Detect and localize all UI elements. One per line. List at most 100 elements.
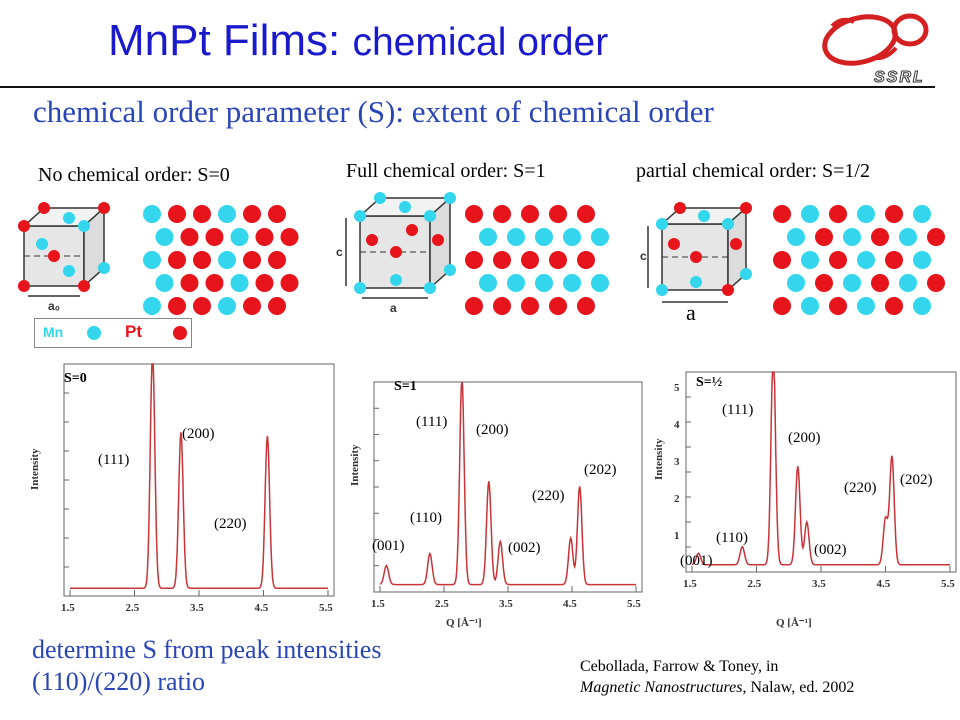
lattice-atom — [913, 205, 931, 223]
citation-rest: , Nalaw, ed. 2002 — [742, 679, 855, 696]
panel-heading-s1: Full chemical order: S=1 — [346, 160, 546, 182]
lattice-atom — [549, 297, 567, 315]
peak-label: (110) — [410, 510, 442, 526]
diffraction-plot-s0: 1.5 2.5 3.5 4.5 5.5 Intensity S=0 (111) (200) (22… — [30, 363, 335, 614]
peak-label: (111) — [98, 452, 129, 468]
x-tick-label: 3.5 — [499, 598, 513, 610]
lattice-atom — [193, 205, 211, 223]
x-tick-label: 5.5 — [941, 578, 955, 590]
diffraction-curve — [691, 371, 950, 566]
peak-label: (001) — [680, 553, 713, 569]
lattice-atom — [787, 274, 805, 292]
lattice-atom — [155, 274, 174, 292]
lattice-atom — [268, 205, 286, 223]
lattice-atom — [168, 297, 186, 315]
x-tick-label: 1.5 — [61, 602, 75, 614]
lattice-atom — [843, 274, 861, 292]
peak-label: (220) — [214, 516, 247, 532]
bottom-note: determine S from peak intensities (110)/… — [32, 634, 381, 698]
lattice-atom — [563, 228, 581, 246]
lattice-atom — [885, 297, 903, 315]
lattice-atom — [280, 228, 299, 246]
lattice-atom — [549, 205, 567, 223]
peak-label: (202) — [584, 462, 617, 478]
x-tick-label: 3.5 — [190, 602, 204, 614]
x-tick-label: 4.5 — [877, 578, 891, 590]
lattice-atom — [773, 297, 791, 315]
lattice-atom — [255, 274, 274, 292]
lattice-atom — [801, 205, 819, 223]
lattice-atom — [843, 228, 861, 246]
axis-c-label-shalf: c — [640, 249, 647, 263]
lattice-atom — [913, 297, 931, 315]
cube-s1: c a — [336, 192, 456, 315]
ssrl-logo-text: SSRL — [874, 69, 925, 86]
lattice-atom — [168, 251, 186, 269]
lattice-atom — [899, 228, 917, 246]
peak-label: (002) — [508, 540, 541, 556]
bottom-note-line1: determine S from peak intensities — [32, 635, 382, 664]
ssrl-logo: SSRL — [812, 8, 942, 88]
lattice-atom — [885, 251, 903, 269]
lattice-atom — [230, 274, 249, 292]
lattice-atom — [521, 251, 539, 269]
lattice-atom — [829, 297, 847, 315]
x-tick-label: 5.5 — [319, 602, 333, 614]
lattice-atom — [815, 228, 833, 246]
peak-label: (200) — [476, 422, 509, 438]
lattice-atom — [143, 251, 161, 269]
peak-label: (111) — [722, 402, 753, 418]
plot-label: S=1 — [394, 379, 417, 394]
lattice-atom — [243, 297, 261, 315]
lattice-atom — [193, 297, 211, 315]
lattice-atom — [507, 274, 525, 292]
panel-heading-shalf: partial chemical order: S=1/2 — [636, 160, 870, 182]
lattice-atom — [143, 205, 161, 223]
peak-label: (220) — [844, 480, 877, 496]
x-tick-label: 1.5 — [371, 598, 385, 610]
lattice-atom — [549, 251, 567, 269]
lattice-atom — [465, 297, 483, 315]
axis-a-label-shalf: a — [686, 300, 696, 325]
lattice-atom — [218, 205, 236, 223]
lattice-atom — [913, 251, 931, 269]
lattice-s0 — [143, 205, 299, 315]
lattice-atom — [255, 228, 274, 246]
lattice-atom — [143, 297, 161, 315]
peak-label: (001) — [372, 538, 405, 554]
peak-label: (202) — [900, 472, 933, 488]
lattice-atom — [899, 274, 917, 292]
peak-label: (002) — [814, 542, 847, 558]
title-part1: MnPt Films: — [108, 16, 341, 65]
peak-label: (220) — [532, 488, 565, 504]
lattice-atom — [535, 228, 553, 246]
lattice-atom — [787, 228, 805, 246]
legend: Mn Pt — [34, 318, 192, 348]
lattice-atom — [507, 228, 525, 246]
lattice-atom — [829, 251, 847, 269]
lattice-atom — [268, 251, 286, 269]
lattice-atom — [465, 251, 483, 269]
diffraction-curve — [70, 363, 328, 589]
lattice-atom — [591, 228, 609, 246]
cube-shalf: c — [640, 202, 752, 303]
lattice-atom — [577, 251, 595, 269]
x-tick-label: 5.5 — [627, 598, 641, 610]
lattice-atom — [801, 297, 819, 315]
page-title: MnPt Films: chemical order — [108, 16, 608, 66]
y-tick-label: 2 — [674, 493, 680, 505]
lattice-atom — [155, 228, 174, 246]
lattice-atom — [465, 205, 483, 223]
lattice-s1 — [465, 205, 609, 315]
lattice-atom — [927, 274, 945, 292]
y-axis-label: Intensity — [349, 444, 361, 486]
x-tick-label: 2.5 — [748, 578, 762, 590]
lattice-atom — [857, 251, 875, 269]
peak-label: (111) — [416, 414, 447, 430]
citation-book: Magnetic Nanostructures — [580, 679, 743, 696]
diffraction-curve — [379, 381, 636, 586]
lattice-atom — [773, 251, 791, 269]
lattice-atom — [871, 228, 889, 246]
peak-label: (200) — [182, 426, 215, 442]
